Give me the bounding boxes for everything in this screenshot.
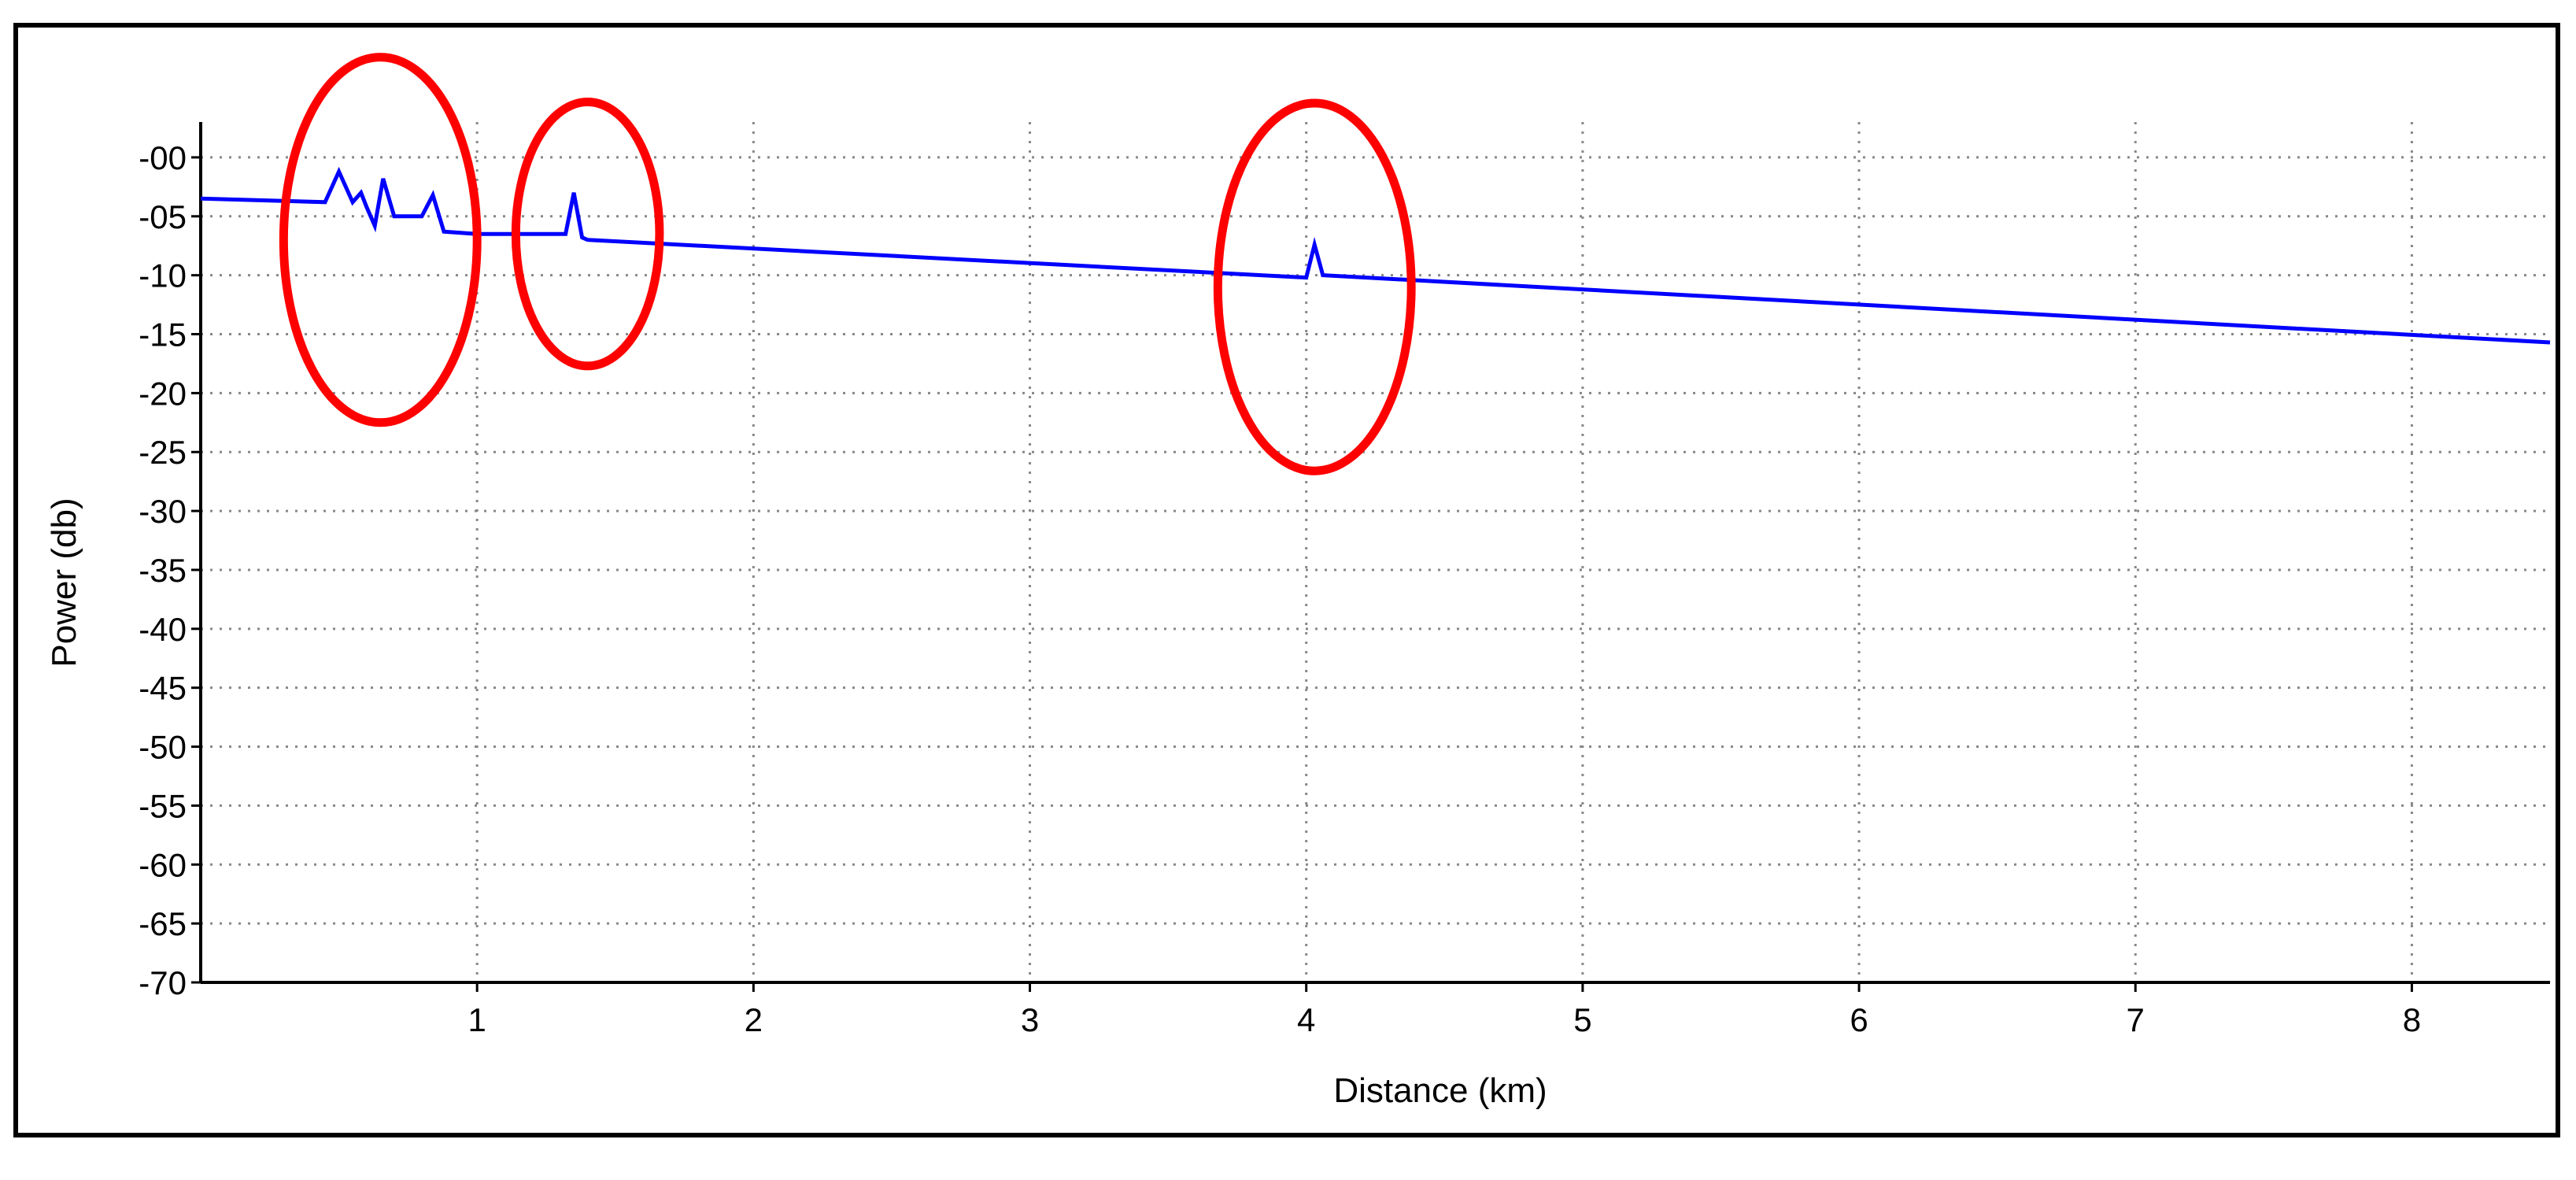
series-line: [200, 166, 2551, 345]
outer-frame: [13, 23, 2560, 1137]
x-tick-label: 1: [468, 1001, 486, 1038]
y-tick-label: -65: [139, 905, 187, 942]
x-tick-label: 5: [1573, 1001, 1591, 1038]
y-tick-label: -30: [139, 493, 187, 530]
series: [200, 166, 2551, 345]
x-tick-label: 8: [2403, 1001, 2421, 1038]
y-tick-label: -10: [139, 257, 187, 294]
y-tick-label: -25: [139, 434, 187, 471]
y-tick-label: -00: [139, 139, 187, 176]
y-axis-title: Power (db): [45, 498, 83, 667]
y-tick-label: -60: [139, 846, 187, 883]
x-tick-label: 3: [1021, 1001, 1039, 1038]
y-tick-label: -55: [139, 787, 187, 824]
y-tick-label: -35: [139, 552, 187, 589]
y-axis-ticks: -00 -05 -10 -15 -20 -25 -30 -35 -40 -45 -50 -55 -60 -…: [139, 139, 201, 1001]
x-tick-label: 2: [745, 1001, 763, 1038]
x-tick-label: 4: [1297, 1001, 1315, 1038]
y-tick-label: -40: [139, 611, 187, 648]
x-axis-title: Distance (km): [1333, 1071, 1547, 1110]
y-tick-label: -50: [139, 729, 187, 766]
y-tick-label: -15: [139, 316, 187, 353]
y-tick-label: -70: [139, 964, 187, 1001]
highlight-ellipse: [279, 53, 482, 427]
y-tick-label: -20: [139, 375, 187, 412]
annotations: [279, 53, 1416, 475]
x-tick-label: 7: [2127, 1001, 2145, 1038]
x-tick-label: 6: [1850, 1001, 1868, 1038]
highlight-ellipse: [1213, 98, 1416, 475]
axes: [199, 122, 2550, 984]
highlight-ellipse: [511, 98, 664, 371]
y-tick-label: -05: [139, 198, 187, 235]
x-axis-ticks: 1 2 3 4 5 6 7 8: [468, 982, 2421, 1038]
y-tick-label: -45: [139, 670, 187, 707]
